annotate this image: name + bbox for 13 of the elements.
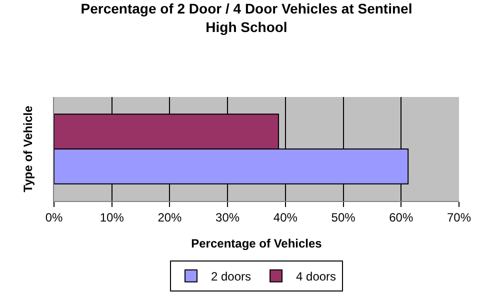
x-tick-label: 60% [389,210,414,224]
legend-label: 2 doors [211,270,252,284]
x-tick-label: 30% [216,210,240,224]
x-tick-label: 10% [100,210,124,224]
x-tick-label: 40% [273,210,298,224]
legend-label: 4 doors [296,270,336,284]
x-tick-label: 70% [446,210,472,224]
x-tick-label: 50% [331,210,356,224]
x-tick-label: 20% [158,210,182,224]
y-axis-title: Type of Vehicle [20,105,35,192]
x-axis-title: Percentage of Vehicles [191,236,322,250]
x-tick-label: 0% [45,210,63,224]
chart-title: Percentage of 2 Door / 4 Door Vehicles at Sentinel High School [80,0,412,35]
